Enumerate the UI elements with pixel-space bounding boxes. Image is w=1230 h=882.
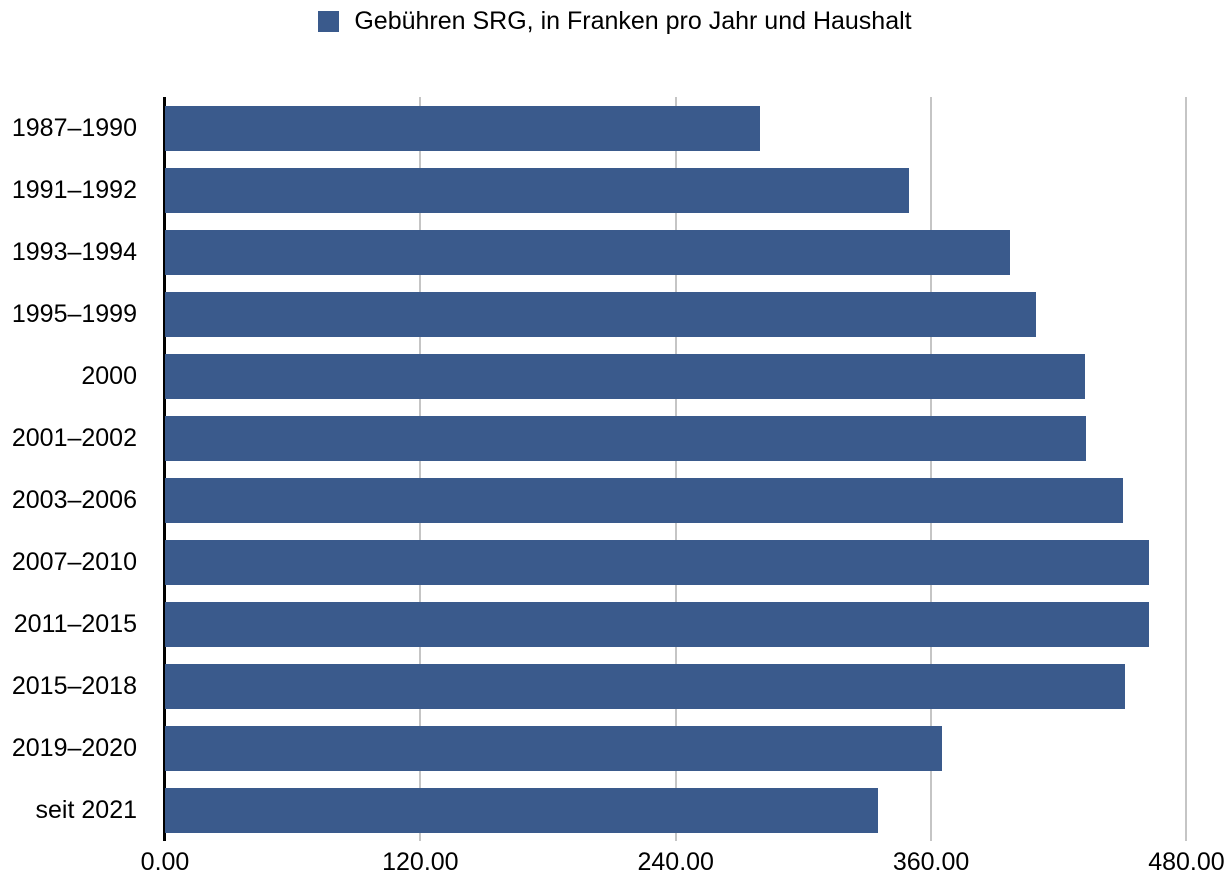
y-axis-label: 1987–1990	[11, 113, 137, 142]
y-axis-label: 2011–2015	[13, 609, 137, 638]
bar-row	[165, 655, 1229, 717]
y-axis-label: 2019–2020	[11, 733, 137, 762]
bar-row	[165, 283, 1229, 345]
bar	[165, 415, 1086, 461]
bar-row	[165, 345, 1229, 407]
y-axis-line	[163, 97, 166, 841]
bar	[165, 167, 910, 213]
bar	[165, 539, 1149, 585]
gridline	[419, 97, 422, 841]
bar	[165, 663, 1125, 709]
y-axis-label: 2007–2010	[11, 547, 137, 576]
bar	[165, 229, 1011, 275]
y-axis-label: seit 2021	[35, 795, 137, 824]
bar-row	[165, 407, 1229, 469]
chart-legend: Gebühren SRG, in Franken pro Jahr und Ha…	[15, 7, 1215, 36]
gridline	[674, 97, 677, 841]
bar	[165, 601, 1149, 647]
bar-row	[165, 97, 1229, 159]
x-axis: 0.00 120.00 240.00 360.00 480.00	[141, 848, 1229, 880]
legend-label: Gebühren SRG, in Franken pro Jahr und Ha…	[354, 7, 912, 35]
bar-row	[165, 593, 1229, 655]
y-axis-label: 2003–2006	[11, 485, 137, 514]
y-axis-label: 2015–2018	[11, 671, 137, 700]
gridline	[930, 97, 933, 841]
bar	[165, 725, 942, 771]
bar-row	[165, 469, 1229, 531]
bar	[165, 477, 1123, 523]
y-axis: 1987–1990 1991–1992 1993–1994 1995–1999 2000…	[0, 97, 137, 841]
x-axis-tick-label: 120.00	[382, 848, 459, 876]
bar-row	[165, 221, 1229, 283]
y-axis-label: 2001–2002	[11, 423, 137, 452]
x-axis-tick-label: 480.00	[1148, 848, 1225, 876]
y-axis-label: 1993–1994	[11, 237, 137, 266]
y-axis-label: 1991–1992	[11, 175, 137, 204]
bar-row	[165, 159, 1229, 221]
bars	[165, 97, 1229, 841]
bar	[165, 105, 760, 151]
x-axis-tick-label: 240.00	[637, 848, 714, 876]
legend-swatch	[318, 11, 340, 33]
gridline	[1185, 97, 1188, 841]
x-axis-tick-label: 360.00	[892, 848, 970, 876]
bar	[165, 787, 878, 833]
bar-row	[165, 717, 1229, 779]
x-axis-tick-label: 0.00	[140, 848, 190, 876]
y-axis-label: 2000	[81, 361, 137, 390]
plot-area	[163, 97, 1229, 841]
bar-row	[165, 531, 1229, 593]
bar	[165, 353, 1086, 399]
y-axis-label: 1995–1999	[11, 299, 137, 328]
bar-row	[165, 779, 1229, 841]
bar	[165, 291, 1036, 337]
